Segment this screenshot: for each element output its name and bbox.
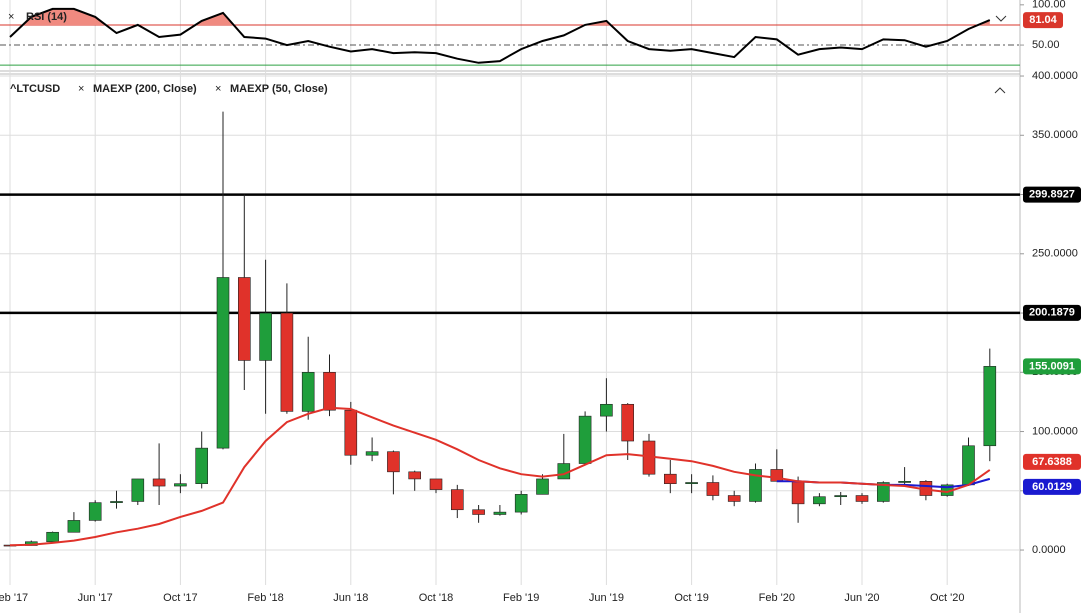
candle-body bbox=[770, 469, 784, 482]
candle-body bbox=[131, 478, 145, 502]
value-badge bbox=[1023, 453, 1081, 470]
candle-body bbox=[898, 481, 911, 483]
candle-body bbox=[195, 447, 208, 484]
x-tick-label: Feb '18 bbox=[247, 592, 283, 604]
y-tick-label: 100.0000 bbox=[1032, 425, 1078, 437]
legend-entry: MAEXP (200, Close) bbox=[93, 83, 197, 95]
x-tick-label: Jun '20 bbox=[844, 592, 879, 604]
candle-body bbox=[578, 415, 592, 464]
candle-body bbox=[344, 409, 358, 456]
moving-average-line bbox=[9, 406, 991, 547]
close-icon[interactable]: × bbox=[8, 11, 14, 23]
candle-body bbox=[429, 478, 443, 490]
value-label: 299.8927 bbox=[1029, 189, 1075, 201]
candle-body bbox=[621, 403, 635, 442]
value-label: 60.0129 bbox=[1032, 481, 1072, 493]
candle-body bbox=[408, 471, 422, 480]
value-label: 200.1879 bbox=[1029, 307, 1075, 319]
x-tick-label: Oct '17 bbox=[163, 592, 198, 604]
candle-body bbox=[472, 509, 485, 515]
candle-body bbox=[88, 502, 102, 521]
y-tick-label: 400.0000 bbox=[1032, 70, 1078, 82]
candle-body bbox=[387, 451, 400, 473]
value-badge bbox=[1023, 358, 1081, 375]
value-label: 155.0091 bbox=[1029, 360, 1075, 372]
candle-body bbox=[727, 495, 741, 502]
x-tick-label: Oct '18 bbox=[419, 592, 454, 604]
y-tick-label: 0.0000 bbox=[1032, 544, 1066, 556]
y-tick-label: 50.00 bbox=[1032, 39, 1060, 51]
value-badge bbox=[1023, 12, 1063, 29]
candle-body bbox=[450, 489, 464, 511]
candle-body bbox=[323, 371, 336, 411]
candle-body bbox=[493, 511, 507, 515]
x-tick-label: Feb '17 bbox=[0, 592, 28, 604]
collapse-icon[interactable] bbox=[994, 87, 1006, 94]
x-tick-label: Oct '20 bbox=[930, 592, 965, 604]
candle-body bbox=[876, 482, 890, 502]
y-tick-label: 100.00 bbox=[1032, 0, 1066, 11]
candle-body bbox=[834, 495, 848, 498]
candle-body bbox=[152, 478, 166, 487]
candle-body bbox=[216, 277, 230, 449]
candle-body bbox=[174, 483, 187, 487]
candle-body bbox=[514, 494, 528, 513]
candle-body bbox=[301, 371, 315, 412]
x-tick-label: Jun '17 bbox=[78, 592, 113, 604]
candle-body bbox=[706, 482, 720, 496]
x-tick-label: Feb '20 bbox=[759, 592, 795, 604]
candle-body bbox=[259, 312, 272, 361]
legend-entry: RSI (14) bbox=[26, 11, 67, 23]
candle-body bbox=[46, 531, 59, 543]
candle-body bbox=[855, 495, 869, 502]
y-tick-label: 250.0000 bbox=[1032, 248, 1078, 260]
candle-body bbox=[280, 312, 294, 412]
x-tick-label: Feb '19 bbox=[503, 592, 539, 604]
y-tick-label: 350.0000 bbox=[1032, 129, 1078, 141]
legend-entry: ^LTCUSD bbox=[10, 83, 60, 95]
candle-body bbox=[685, 482, 698, 484]
close-icon[interactable]: × bbox=[215, 83, 221, 95]
candle-body bbox=[600, 403, 613, 417]
candle-body bbox=[110, 501, 123, 503]
x-tick-label: Jun '19 bbox=[589, 592, 624, 604]
collapse-icon[interactable] bbox=[995, 15, 1007, 22]
value-badge bbox=[1023, 304, 1081, 321]
legend-entry: MAEXP (50, Close) bbox=[230, 83, 328, 95]
value-badge bbox=[1023, 478, 1081, 495]
value-label: 81.04 bbox=[1029, 14, 1057, 26]
candle-body bbox=[536, 478, 549, 495]
candle-body bbox=[365, 451, 379, 456]
x-tick-label: Jun '18 bbox=[333, 592, 368, 604]
candle-body bbox=[238, 277, 251, 361]
candle-body bbox=[791, 481, 805, 505]
rsi-line bbox=[9, 7, 991, 64]
candle-body bbox=[962, 445, 975, 486]
candle-body bbox=[67, 520, 81, 533]
candle-body bbox=[663, 473, 677, 484]
candle-body bbox=[749, 469, 762, 502]
value-label: 67.6388 bbox=[1032, 456, 1072, 468]
candle-body bbox=[983, 366, 997, 447]
x-tick-label: Oct '19 bbox=[674, 592, 709, 604]
value-badge bbox=[1023, 186, 1081, 203]
close-icon[interactable]: × bbox=[78, 83, 84, 95]
candle-body bbox=[813, 496, 826, 505]
